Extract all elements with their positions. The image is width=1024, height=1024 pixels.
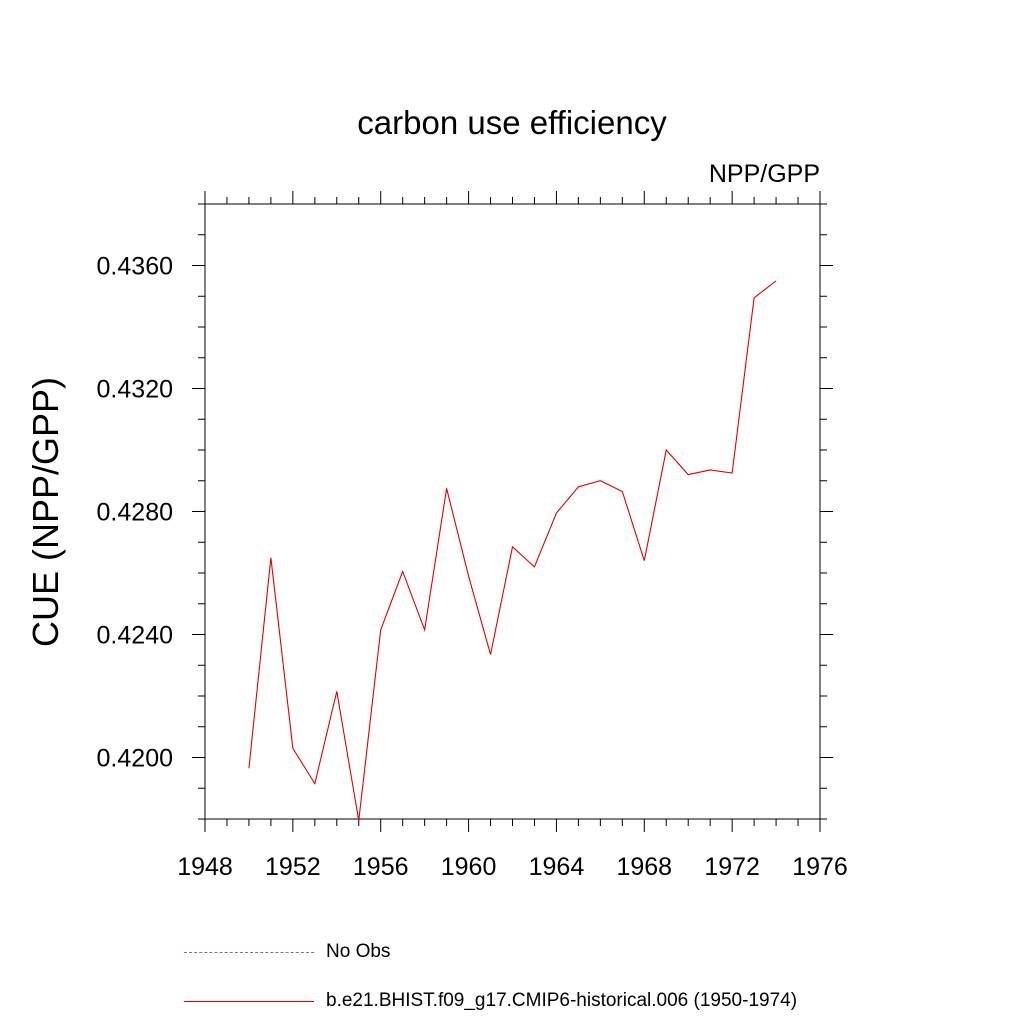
legend-swatch-dashed xyxy=(184,952,314,953)
y-tick-label: 0.4360 xyxy=(97,253,173,281)
y-tick-label: 0.4200 xyxy=(97,745,173,773)
legend-label: No Obs xyxy=(326,941,391,962)
y-tick-label: 0.4240 xyxy=(97,622,173,650)
chart-title: carbon use efficiency xyxy=(357,104,667,141)
x-tick-label: 1976 xyxy=(792,853,848,881)
plot-frame xyxy=(204,203,821,820)
x-tick-label: 1968 xyxy=(616,853,672,881)
legend-swatch-solid xyxy=(184,1001,314,1002)
chart-subtitle: NPP/GPP xyxy=(708,160,820,188)
x-tick-label: 1972 xyxy=(704,853,760,881)
series-line-1 xyxy=(248,280,777,821)
x-tick-label: 1952 xyxy=(265,853,321,881)
legend-label: b.e21.BHIST.f09_g17.CMIP6-historical.006… xyxy=(326,990,798,1011)
x-tick-label: 1960 xyxy=(441,853,497,881)
x-tick-label: 1956 xyxy=(353,853,409,881)
x-tick-label: 1948 xyxy=(177,853,233,881)
y-tick-label: 0.4320 xyxy=(97,376,173,404)
x-tick-label: 1964 xyxy=(529,853,585,881)
y-tick-label: 0.4280 xyxy=(97,499,173,527)
